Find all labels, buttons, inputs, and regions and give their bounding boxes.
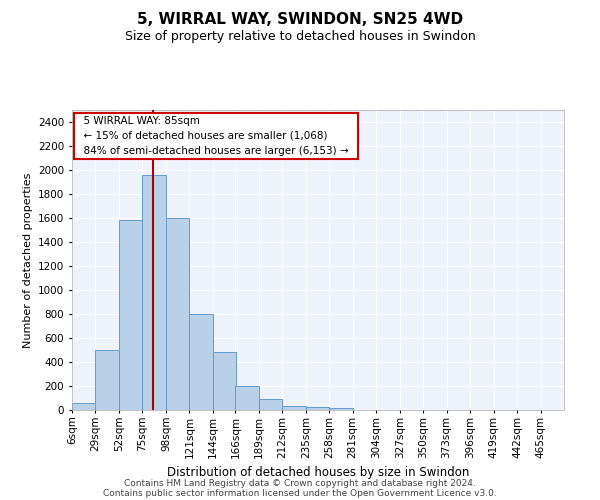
Bar [119,220,142,410]
Bar [190,314,213,410]
Bar [282,406,306,410]
Bar [166,218,190,410]
Text: Size of property relative to detached houses in Swindon: Size of property relative to detached ho… [125,30,475,43]
Bar [306,407,329,410]
Bar [142,175,166,410]
Bar [259,399,282,410]
Text: Contains HM Land Registry data © Crown copyright and database right 2024.: Contains HM Land Registry data © Crown c… [124,478,476,488]
Text: 5, WIRRAL WAY, SWINDON, SN25 4WD: 5, WIRRAL WAY, SWINDON, SN25 4WD [137,12,463,28]
Text: Contains public sector information licensed under the Open Government Licence v3: Contains public sector information licen… [103,488,497,498]
Bar [329,408,353,410]
Bar [72,403,95,410]
Bar [235,386,259,410]
X-axis label: Distribution of detached houses by size in Swindon: Distribution of detached houses by size … [167,466,469,479]
Bar [213,352,236,410]
Text: 5 WIRRAL WAY: 85sqm
  ← 15% of detached houses are smaller (1,068)
  84% of semi: 5 WIRRAL WAY: 85sqm ← 15% of detached ho… [77,116,355,156]
Bar [95,350,119,410]
Y-axis label: Number of detached properties: Number of detached properties [23,172,32,348]
